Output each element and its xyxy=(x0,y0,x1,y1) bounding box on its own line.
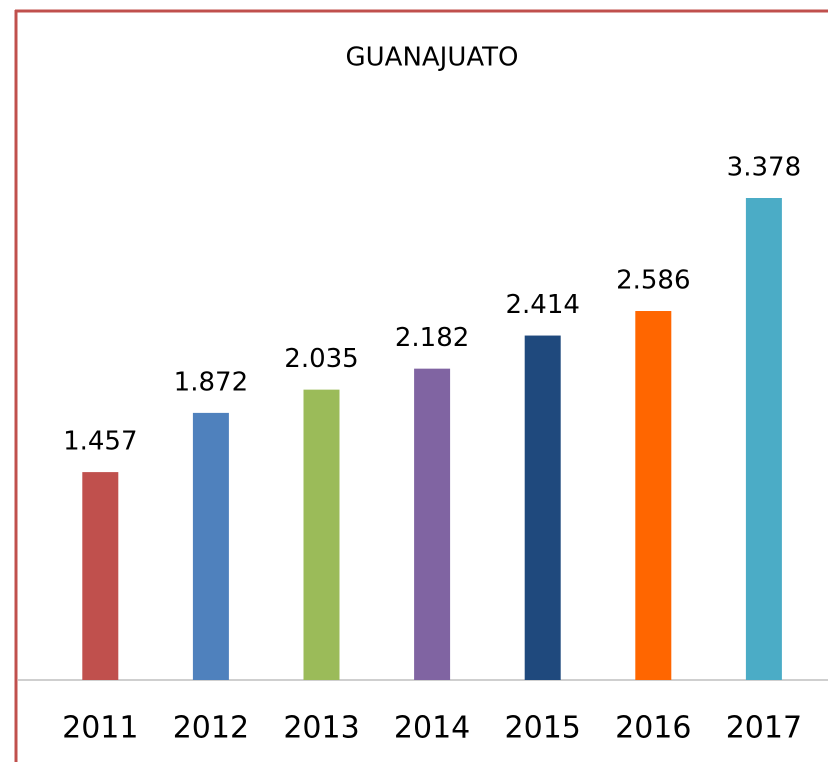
bar xyxy=(303,389,340,680)
data-label: 2.414 xyxy=(505,290,579,320)
chart-title: GUANAJUATO xyxy=(345,43,518,73)
data-label: 2.035 xyxy=(284,344,358,374)
bar xyxy=(524,335,561,680)
x-tick-label: 2017 xyxy=(726,711,802,746)
bar xyxy=(82,472,119,680)
bar xyxy=(745,198,782,680)
x-tick-label: 2011 xyxy=(62,711,138,746)
x-tick-label: 2016 xyxy=(615,711,691,746)
bar xyxy=(414,368,451,680)
x-tick-label: 2013 xyxy=(283,711,359,746)
bar xyxy=(192,412,229,680)
data-label: 3.378 xyxy=(727,153,801,183)
data-label: 1.872 xyxy=(174,367,248,397)
x-tick-label: 2015 xyxy=(505,711,581,746)
bar xyxy=(635,311,672,680)
x-tick-label: 2012 xyxy=(173,711,249,746)
data-label: 2.586 xyxy=(616,266,690,296)
data-label: 2.182 xyxy=(395,323,469,353)
x-tick-label: 2014 xyxy=(394,711,470,746)
data-label: 1.457 xyxy=(63,427,137,457)
